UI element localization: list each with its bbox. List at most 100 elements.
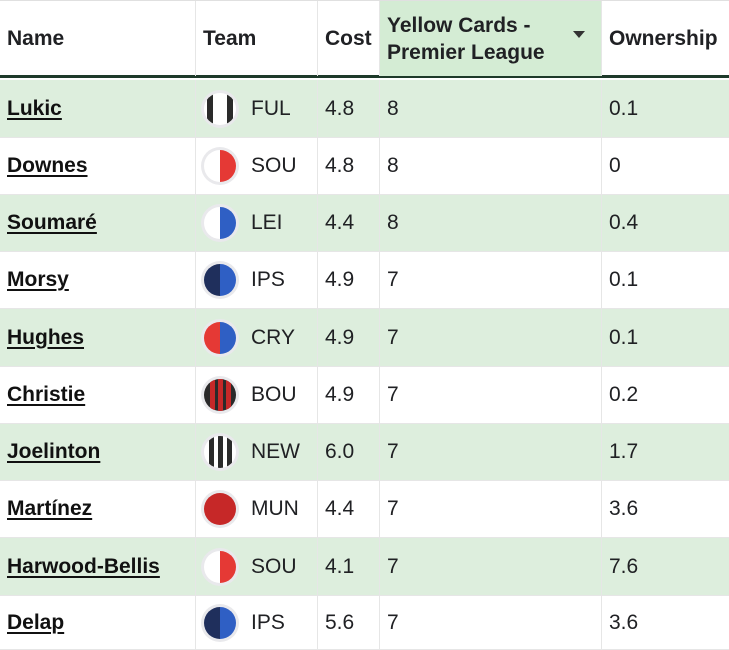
team-cell: SOU: [196, 538, 318, 595]
team-cell: IPS: [196, 252, 318, 308]
player-name-cell: Hughes: [0, 309, 196, 366]
table-row[interactable]: Lukic FUL 4.8 8 0.1: [0, 80, 729, 138]
team-cell: FUL: [196, 80, 318, 137]
ownership-cell: 3.6: [609, 610, 639, 634]
column-header-label: Cost: [325, 26, 372, 50]
table-row[interactable]: Hughes CRY 4.9 7 0.1: [0, 309, 729, 367]
player-name-link[interactable]: Morsy: [7, 268, 69, 291]
team-kit-icon: [201, 490, 239, 528]
cost-cell: 4.4: [318, 195, 380, 251]
player-name-link[interactable]: Christie: [7, 383, 86, 406]
team-kit-icon: [201, 376, 239, 414]
ownership-cell: 1.7: [609, 440, 639, 463]
player-name-link[interactable]: Harwood-Bellis: [7, 554, 160, 578]
table-row[interactable]: Soumaré LEI 4.4 8 0.4: [0, 195, 729, 252]
team-kit-icon: [201, 261, 239, 299]
team-code: SOU: [251, 154, 297, 177]
player-name-cell: Lukic: [0, 80, 196, 137]
player-name-link[interactable]: Hughes: [7, 325, 85, 349]
table-row[interactable]: Harwood-Bellis SOU 4.1 7 7.6: [0, 538, 729, 596]
team-code: IPS: [251, 268, 285, 291]
team-cell: CRY: [196, 309, 318, 366]
team-cell: BOU: [196, 367, 318, 423]
column-header-name[interactable]: Name: [0, 1, 196, 76]
ownership-cell: 0.2: [609, 383, 639, 406]
team-code: FUL: [251, 96, 291, 120]
ownership-cell: 0.1: [609, 325, 639, 349]
player-name-cell: Harwood-Bellis: [0, 538, 196, 595]
yellow-cards-cell: 8: [380, 138, 602, 194]
ownership-cell: 0.4: [609, 211, 639, 234]
cost-cell: 4.9: [318, 252, 380, 308]
team-kit-icon: [201, 204, 239, 242]
team-code: LEI: [251, 211, 283, 234]
table-row[interactable]: Delap IPS 5.6 7 3.6: [0, 596, 729, 650]
yellow-cards-cell: 7: [380, 596, 602, 649]
yellow-cards-cell: 7: [380, 424, 602, 480]
team-cell: SOU: [196, 138, 318, 194]
column-header-label: Name: [7, 26, 65, 50]
table-row[interactable]: Martínez MUN 4.4 7 3.6: [0, 481, 729, 538]
column-header-team[interactable]: Team: [196, 1, 318, 76]
cost-cell: 4.4: [318, 481, 380, 537]
team-code: BOU: [251, 383, 297, 406]
column-header-ownership[interactable]: Ownership: [602, 1, 729, 76]
team-code: SOU: [251, 554, 297, 578]
player-name-cell: Christie: [0, 367, 196, 423]
column-header-label: Ownership: [609, 26, 718, 50]
team-kit-icon: [201, 547, 239, 586]
team-code: IPS: [251, 610, 285, 634]
player-name-link[interactable]: Downes: [7, 154, 88, 177]
table-row[interactable]: Christie BOU 4.9 7 0.2: [0, 367, 729, 424]
yellow-cards-cell: 8: [380, 195, 602, 251]
team-kit-icon: [201, 603, 239, 642]
cost-cell: 4.9: [318, 367, 380, 423]
cost-cell: 6.0: [318, 424, 380, 480]
yellow-cards-cell: 7: [380, 252, 602, 308]
player-name-cell: Downes: [0, 138, 196, 194]
team-cell: LEI: [196, 195, 318, 251]
table-header: Name Team Cost Yellow Cards - Premier Le…: [0, 0, 729, 78]
player-name-cell: Morsy: [0, 252, 196, 308]
yellow-cards-cell: 7: [380, 538, 602, 595]
player-name-cell: Martínez: [0, 481, 196, 537]
player-name-link[interactable]: Lukic: [7, 96, 62, 120]
player-name-link[interactable]: Soumaré: [7, 211, 97, 234]
player-name-cell: Joelinton: [0, 424, 196, 480]
ownership-cell: 3.6: [609, 497, 639, 520]
team-kit-icon: [201, 433, 239, 471]
team-cell: NEW: [196, 424, 318, 480]
player-name-link[interactable]: Delap: [7, 610, 65, 634]
table-row[interactable]: Downes SOU 4.8 8 0: [0, 138, 729, 195]
cost-cell: 4.1: [318, 538, 380, 595]
ownership-cell: 7.6: [609, 554, 639, 578]
table-row[interactable]: Morsy IPS 4.9 7 0.1: [0, 252, 729, 309]
team-cell: MUN: [196, 481, 318, 537]
ownership-cell: 0.1: [609, 96, 639, 120]
player-name-cell: Soumaré: [0, 195, 196, 251]
ownership-cell: 0: [609, 154, 621, 177]
cost-cell: 5.6: [318, 596, 380, 649]
team-cell: IPS: [196, 596, 318, 649]
team-code: MUN: [251, 497, 299, 520]
cost-cell: 4.9: [318, 309, 380, 366]
yellow-cards-cell: 7: [380, 367, 602, 423]
player-name-link[interactable]: Joelinton: [7, 440, 101, 463]
cost-cell: 4.8: [318, 138, 380, 194]
team-code: CRY: [251, 325, 295, 349]
team-kit-icon: [201, 318, 239, 357]
sort-descending-icon[interactable]: [573, 31, 585, 38]
team-code: NEW: [251, 440, 300, 463]
yellow-cards-cell: 7: [380, 309, 602, 366]
table-row[interactable]: Joelinton NEW 6.0 7 1.7: [0, 424, 729, 481]
cost-cell: 4.8: [318, 80, 380, 137]
yellow-cards-cell: 7: [380, 481, 602, 537]
player-name-link[interactable]: Martínez: [7, 497, 93, 520]
player-name-cell: Delap: [0, 596, 196, 649]
team-kit-icon: [201, 147, 239, 185]
column-header-cost[interactable]: Cost: [318, 1, 380, 76]
team-kit-icon: [201, 89, 239, 128]
column-header-label: Team: [203, 26, 257, 50]
column-header-yellow-cards[interactable]: Yellow Cards - Premier League: [380, 1, 602, 76]
